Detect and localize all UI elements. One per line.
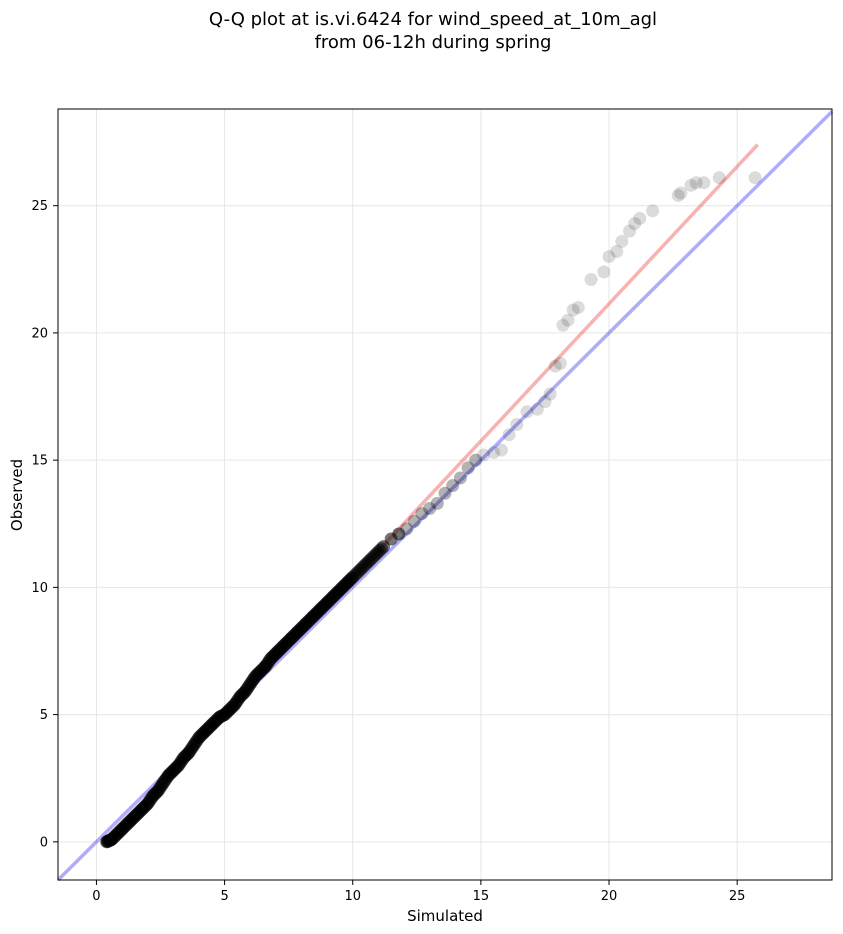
data-point <box>610 244 624 258</box>
data-point <box>400 522 414 536</box>
y-tick-label: 0 <box>40 835 48 850</box>
data-point <box>438 486 452 500</box>
x-tick-label: 15 <box>473 889 490 904</box>
data-point <box>684 178 698 192</box>
data-point <box>548 359 562 373</box>
data-point <box>584 272 598 286</box>
y-tick-label: 10 <box>31 581 48 596</box>
data-point <box>571 300 585 314</box>
data-point <box>671 189 685 203</box>
y-tick-label: 25 <box>31 199 48 214</box>
axis-ticks: 0 5 10 15 20 25 0 5 10 15 20 25 <box>31 199 745 904</box>
data-point <box>510 418 524 432</box>
data-point <box>423 501 437 515</box>
x-tick-label: 25 <box>729 889 746 904</box>
data-point <box>469 453 483 467</box>
chart-title-line2: from 06-12h during spring <box>315 32 552 53</box>
data-point <box>530 402 544 416</box>
data-point <box>461 461 475 475</box>
chart-title-line1: Q-Q plot at is.vi.6424 for wind_speed_at… <box>209 9 657 30</box>
data-point <box>602 250 616 264</box>
x-tick-label: 5 <box>220 889 228 904</box>
grid-lines <box>58 109 832 880</box>
y-tick-label: 15 <box>31 454 48 469</box>
data-point-overplot <box>375 542 389 556</box>
data-point <box>556 318 570 332</box>
y-tick-label: 20 <box>31 326 48 341</box>
data-point <box>543 387 557 401</box>
data-point <box>502 428 516 442</box>
y-tick-label: 5 <box>40 708 48 723</box>
data-point <box>697 176 711 190</box>
data-point <box>674 186 688 200</box>
data-point <box>494 443 508 457</box>
data-point <box>430 496 444 510</box>
data-point <box>538 395 552 409</box>
data-point <box>633 211 647 225</box>
data-point <box>415 507 429 521</box>
x-tick-label: 0 <box>92 889 100 904</box>
x-axis-label: Simulated <box>407 907 483 925</box>
data-point <box>646 204 660 218</box>
data-point <box>520 405 534 419</box>
data-point <box>553 356 567 370</box>
data-point <box>712 171 726 185</box>
y-axis-label: Observed <box>8 459 26 531</box>
data-point <box>392 527 406 541</box>
data-point <box>689 176 703 190</box>
data-point <box>566 303 580 317</box>
data-point <box>487 446 501 460</box>
data-point <box>446 479 460 493</box>
data-point <box>407 514 421 528</box>
data-point <box>748 171 762 185</box>
plot-area-frame <box>57 108 833 881</box>
data-point <box>623 224 637 238</box>
data-point <box>628 217 642 231</box>
data-point <box>615 234 629 248</box>
x-tick-label: 10 <box>344 889 361 904</box>
data-point <box>476 448 490 462</box>
data-point <box>453 471 467 485</box>
data-point <box>597 265 611 279</box>
x-tick-label: 20 <box>601 889 618 904</box>
data-points <box>100 171 762 849</box>
data-point <box>561 313 575 327</box>
